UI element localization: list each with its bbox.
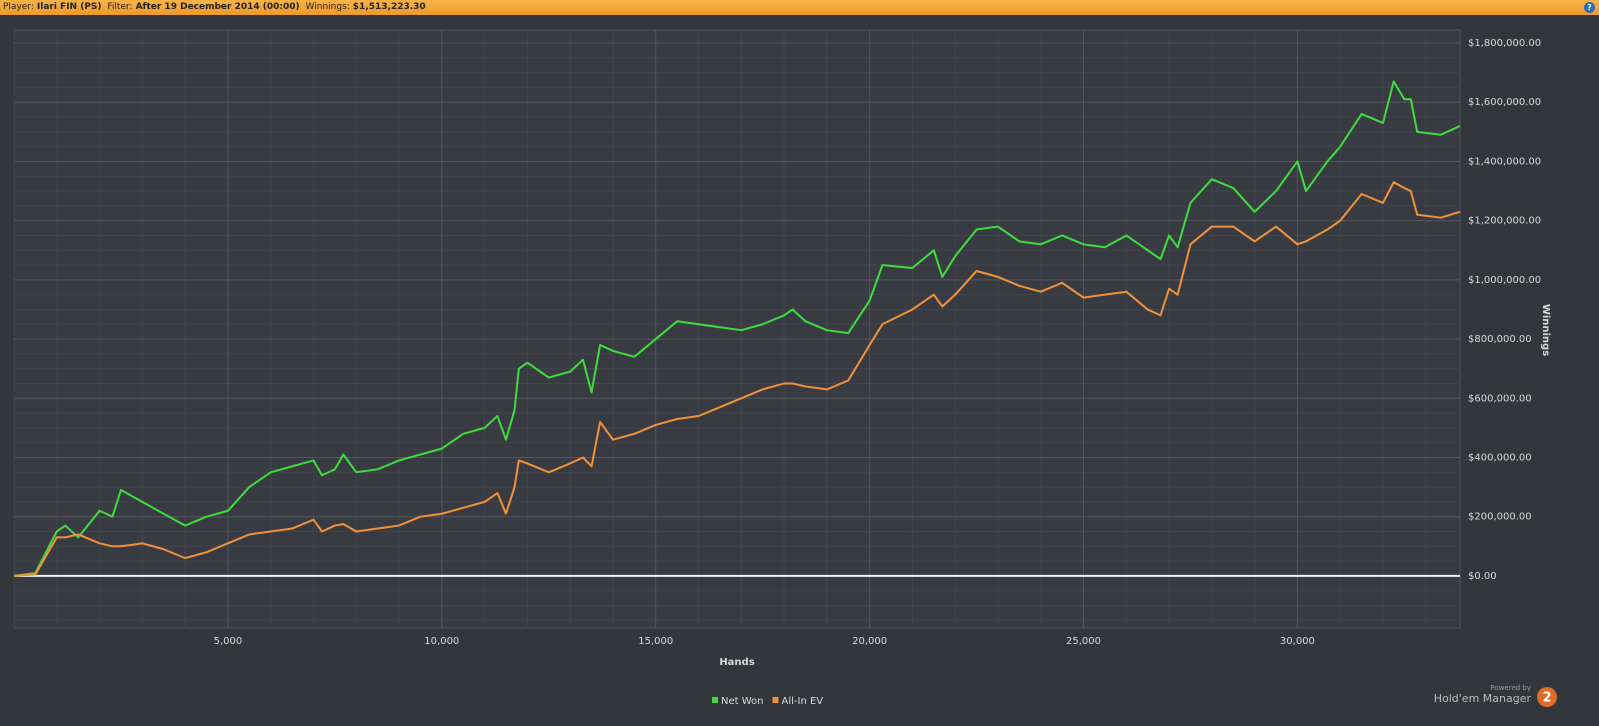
legend-swatch <box>712 697 718 703</box>
y-tick-label: $1,600,000.00 <box>1468 97 1541 108</box>
product-version: 2 <box>1542 691 1551 706</box>
header-bar: Player: Ilari FIN (PS) Filter: After 19 De… <box>0 0 1599 15</box>
y-tick-label: $1,000,000.00 <box>1468 275 1541 286</box>
player: Ilari FIN (PS) <box>36 2 102 12</box>
filter: After 19 December 2014 (00:00) <box>135 2 300 12</box>
y-tick-label: $200,000.00 <box>1468 512 1532 523</box>
x-tick-label: 20,000 <box>852 636 887 647</box>
legend-swatch <box>772 697 779 703</box>
x-axis-label: Hands <box>719 657 754 668</box>
winnings: $1,513,223.30 <box>352 2 426 12</box>
legend-label: All-In EV <box>782 696 824 707</box>
product-name: Hold'em Manager <box>1434 692 1532 705</box>
y-tick-label: $1,400,000.00 <box>1468 156 1541 167</box>
y-tick-label: $1,800,000.00 <box>1468 38 1541 49</box>
y-tick-label: $0.00 <box>1468 571 1497 582</box>
filter-label: Filter: <box>107 2 133 12</box>
powered-by: Powered by <box>1490 684 1531 692</box>
y-tick-label: $400,000.00 <box>1468 452 1532 463</box>
player-label: Player: <box>3 2 34 12</box>
x-tick-label: 30,000 <box>1280 636 1315 647</box>
y-tick-label: $600,000.00 <box>1468 393 1532 404</box>
x-tick-label: 5,000 <box>214 636 243 647</box>
x-tick-label: 10,000 <box>424 636 459 647</box>
x-tick-label: 25,000 <box>1066 636 1101 647</box>
logo-badge <box>1537 687 1557 707</box>
x-tick-label: 15,000 <box>638 636 673 647</box>
winnings-label: Winnings: <box>305 2 350 12</box>
series-line <box>13 80 1461 577</box>
series-line <box>13 181 1461 577</box>
help-icon[interactable]: ? <box>1584 2 1595 13</box>
y-tick-label: $800,000.00 <box>1468 334 1532 345</box>
legend-label: Net Won <box>721 696 764 707</box>
y-axis-label: Winnings <box>1540 304 1551 356</box>
y-tick-label: $1,200,000.00 <box>1468 216 1541 227</box>
